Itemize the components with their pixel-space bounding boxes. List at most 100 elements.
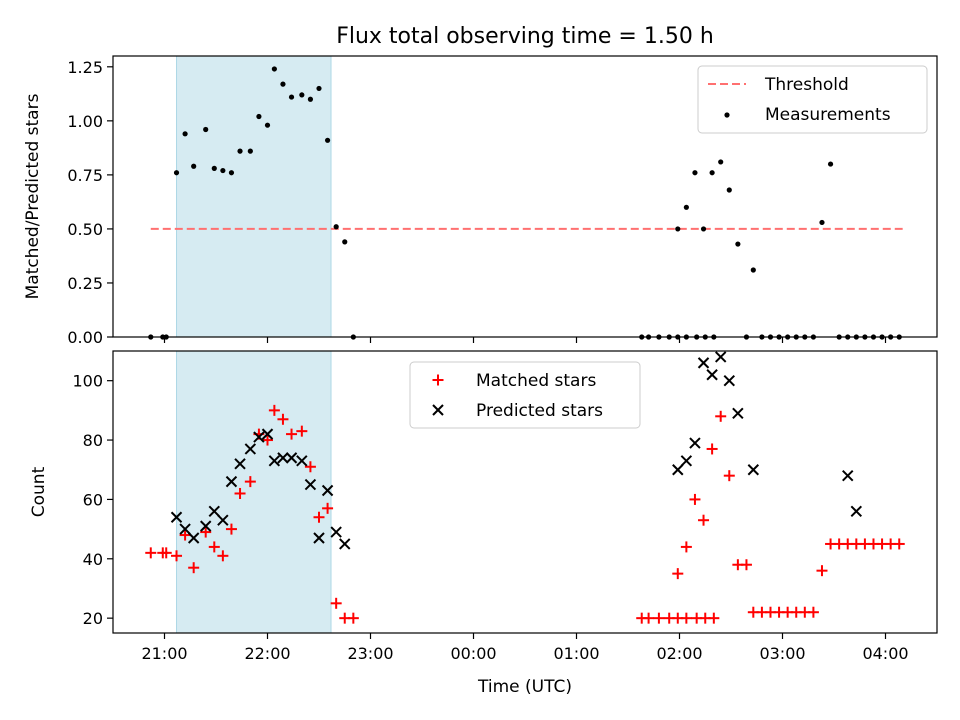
measurement-point <box>718 159 724 165</box>
measurement-point <box>247 148 253 154</box>
x-tick-label: 02:00 <box>656 644 702 663</box>
matched-star-marker <box>244 476 256 488</box>
measurement-point <box>316 85 322 92</box>
top-y-tick-label: 1.25 <box>67 58 103 77</box>
bottom-y-tick-label: 40 <box>83 550 103 569</box>
predicted-star-marker <box>277 452 289 464</box>
matched-star-marker <box>304 461 316 473</box>
measurement-point <box>324 137 331 143</box>
matched-star-marker <box>277 413 289 425</box>
x-tick-label: 22:00 <box>244 644 290 663</box>
predicted-star-marker <box>432 404 444 416</box>
measurement-point <box>827 161 834 167</box>
measurement-point <box>709 170 715 176</box>
predicted-star-marker <box>217 514 229 526</box>
x-tick-label: 04:00 <box>862 644 908 663</box>
legend-predicted-label: Predicted stars <box>476 401 603 421</box>
measurement-point <box>726 187 732 193</box>
figure-title: Flux total observing time = 1.50 h <box>336 24 714 49</box>
predicted-star-marker <box>706 369 718 381</box>
bottom-y-tick-label: 60 <box>83 490 103 509</box>
matched-star-marker <box>225 523 237 535</box>
predicted-star-marker <box>244 443 257 455</box>
matched-star-marker <box>268 404 280 416</box>
matched-star-marker <box>179 529 191 541</box>
predicted-star-marker <box>268 455 281 467</box>
matched-star-marker <box>816 565 828 577</box>
matched-star-marker <box>286 428 298 440</box>
matched-star-marker <box>313 511 325 523</box>
x-tick-label: 03:00 <box>759 644 805 663</box>
measurement-point <box>264 122 271 128</box>
predicted-star-marker <box>330 526 342 538</box>
legend-measurements-label: Measurements <box>765 105 891 125</box>
top-y-axis-label: Matched/Predicted stars <box>23 93 43 299</box>
predicted-star-marker <box>680 455 693 467</box>
predicted-star-marker <box>842 469 854 482</box>
measurement-point <box>288 94 295 100</box>
measurement-point <box>173 170 180 176</box>
measurement-point <box>750 267 756 273</box>
matched-star-marker <box>689 493 701 505</box>
predicted-star-marker <box>850 505 863 518</box>
matched-star-marker <box>740 559 752 571</box>
bottom-y-axis-label: Count <box>29 466 49 517</box>
bottom-legend-box <box>409 361 641 429</box>
predicted-star-marker <box>313 532 325 544</box>
measurement-point <box>700 226 707 232</box>
matched-star-marker <box>680 612 692 624</box>
matched-star-marker <box>188 562 200 574</box>
legend-matched-label: Matched stars <box>476 371 596 391</box>
measurement-point <box>307 96 314 102</box>
measurement-point <box>182 131 188 137</box>
matched-star-marker <box>698 514 710 526</box>
matched-star-marker <box>807 606 819 618</box>
measurement-point <box>280 81 286 87</box>
top-panel: 0.00 0.25 0.50 0.75 1.00 1.25 Matched/Predict… <box>23 55 938 347</box>
measurement-point <box>191 163 197 169</box>
matched-star-marker <box>160 547 172 559</box>
predicted-star-marker <box>199 520 212 532</box>
matched-star-marker <box>217 550 229 562</box>
predicted-star-marker <box>187 532 200 544</box>
matched-star-marker <box>234 487 246 499</box>
legend-threshold-label: Threshold <box>764 75 849 95</box>
predicted-star-marker <box>714 351 727 363</box>
measurement-point <box>271 66 277 72</box>
predicted-star-marker <box>723 374 735 387</box>
predicted-star-marker <box>285 452 298 464</box>
measurement-point <box>333 224 339 230</box>
predicted-star-marker <box>304 478 317 491</box>
matched-star-marker <box>680 541 692 553</box>
top-observing-span <box>176 55 332 338</box>
bottom-observing-span <box>176 350 332 634</box>
predicted-star-marker <box>697 357 710 369</box>
matched-star-marker <box>715 410 727 422</box>
matched-star-marker <box>296 425 308 437</box>
top-y-tick-label: 0.00 <box>67 328 103 347</box>
measurement-point <box>675 226 681 232</box>
matched-star-marker <box>208 541 220 553</box>
measurement-point <box>203 126 209 133</box>
predicted-star-marker <box>689 437 701 449</box>
matched-star-marker <box>145 547 157 559</box>
matched-star-marker <box>322 502 334 514</box>
predicted-star-marker <box>747 464 760 476</box>
top-y-tick-label: 0.25 <box>67 274 103 293</box>
bottom-axes-frame <box>112 350 938 634</box>
matched-star-marker <box>432 374 444 386</box>
matched-star-marker <box>330 597 342 609</box>
matched-star-marker <box>893 538 905 550</box>
matched-star-marker <box>347 612 359 624</box>
predicted-star-marker <box>261 428 274 440</box>
bottom-y-tick-label: 100 <box>72 372 103 391</box>
top-legend: Threshold Measurements <box>697 65 928 134</box>
x-axis-label: Time (UTC) <box>477 677 572 697</box>
legend-measurements-swatch <box>724 112 730 118</box>
top-legend-box <box>697 65 928 134</box>
bottom-y-tick-label: 80 <box>83 431 103 450</box>
measurement-point <box>692 170 698 176</box>
predicted-star-marker <box>208 505 220 518</box>
matched-star-marker <box>653 612 665 624</box>
matched-star-marker <box>672 568 684 580</box>
